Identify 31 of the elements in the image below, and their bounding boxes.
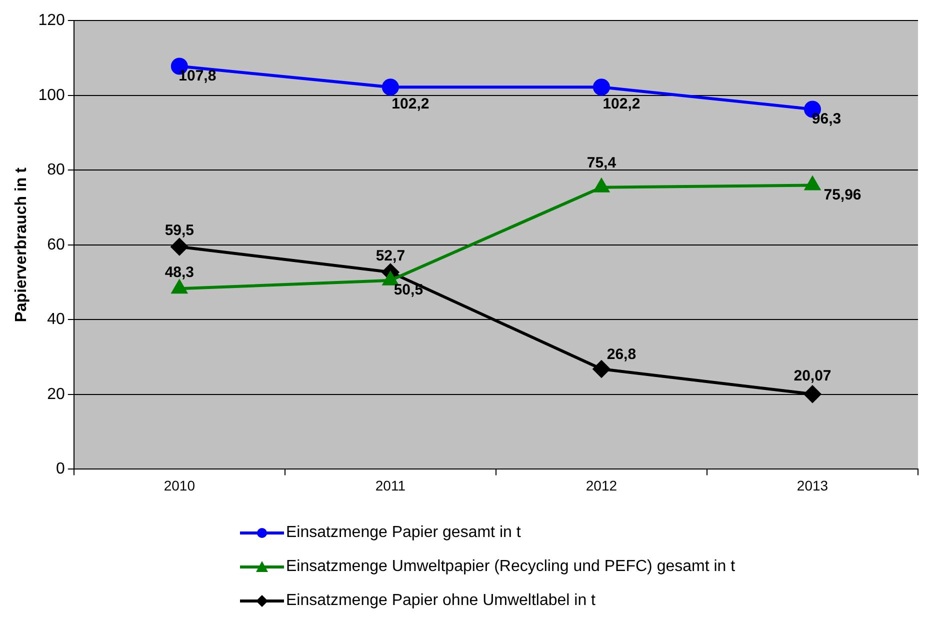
x-tick-label: 2012: [586, 477, 618, 494]
data-label: 75,4: [586, 154, 617, 172]
data-label: 52,7: [376, 247, 406, 264]
data-label: 102,2: [392, 95, 430, 112]
y-axis-title: Papierverbrauch in t: [13, 166, 30, 322]
point: [382, 78, 399, 96]
data-label: 75,96: [824, 186, 862, 204]
y-tick-label: 20: [47, 386, 65, 403]
y-tick-label: 0: [56, 460, 65, 478]
legend-label: Einsatzmenge Papier gesamt in t: [286, 524, 521, 542]
x-tick-label: 2011: [375, 477, 406, 494]
data-label: 48,3: [164, 264, 194, 281]
y-tick-label: 40: [47, 311, 65, 328]
point: [804, 386, 821, 403]
data-label: 102,2: [602, 95, 640, 112]
x-tick-label: 2013: [796, 477, 828, 494]
legend-label: Einsatzmenge Umweltpapier (Recycling und PEFC) gesamt in t: [286, 558, 736, 576]
data-label: 20,07: [794, 367, 832, 384]
point: [592, 78, 610, 96]
y-tick-label: 80: [47, 162, 65, 179]
y-tick-label: 120: [38, 12, 65, 30]
data-label: 59,5: [164, 222, 194, 239]
point: [170, 238, 188, 256]
data-label: 26,8: [606, 346, 636, 364]
y-tick-label: 60: [47, 236, 65, 254]
point: [592, 360, 610, 378]
legend-label: Einsatzmenge Papier ohne Umweltlabel in t: [286, 592, 596, 610]
x-tick-label: 2010: [164, 477, 196, 494]
data-label: 96,3: [812, 110, 842, 128]
data-label: 107,8: [178, 67, 216, 84]
y-tick-label: 100: [38, 86, 65, 104]
